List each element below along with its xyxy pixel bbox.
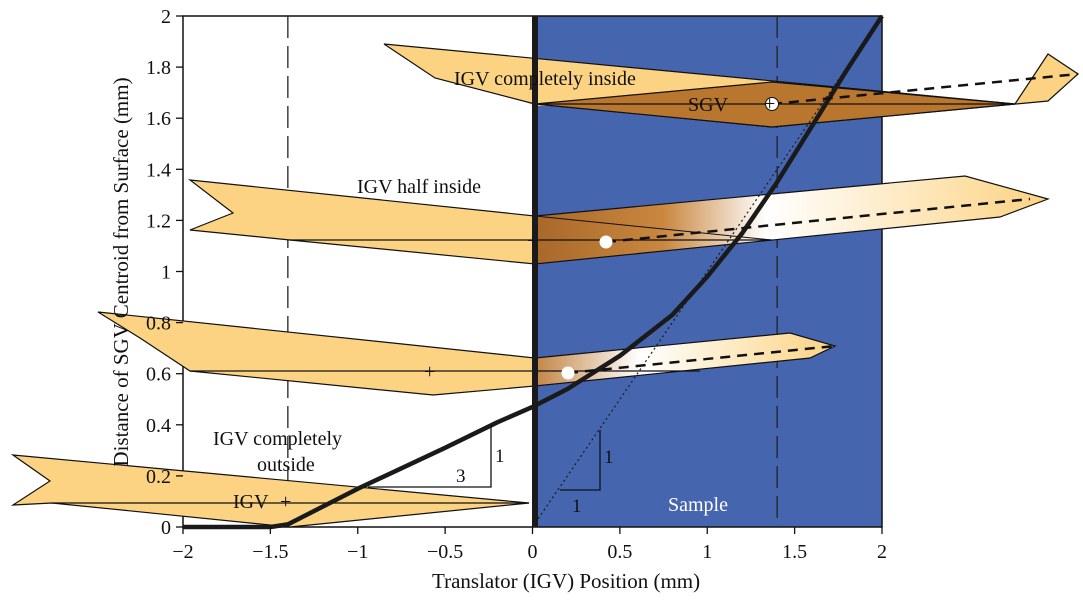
label-sample: Sample (668, 494, 728, 516)
y-tick-label: 0.4 (146, 415, 171, 437)
wedge-half-edge (534, 215, 773, 241)
slope-run-label-3: 3 (456, 466, 466, 487)
x-tick-label: 0 (528, 541, 538, 563)
x-axis: −2 −1.5 −1 −0.5 0 0.5 1 1.5 2 (172, 527, 887, 563)
label-igv: IGV (233, 491, 269, 513)
slope-run-label-1: 1 (572, 496, 582, 517)
series-line-1 (532, 53, 857, 528)
centroid-markers: + + + + (280, 93, 779, 513)
y-tick-label: 0.6 (146, 364, 171, 386)
label-completely-outside-1: IGV completely (213, 428, 342, 450)
label-completely-outside-2: outside (257, 454, 315, 476)
wedge-half-inside (187, 175, 1050, 265)
label-half-inside: IGV half inside (357, 176, 481, 198)
label-sgv: SGV (688, 94, 729, 116)
slope-rise-label-1a: 1 (495, 446, 505, 467)
centroid-track-1 (605, 197, 1031, 244)
y-tick-label: 1 (161, 262, 171, 284)
curves (183, 14, 1079, 530)
slope-triangle-1to1-lines (560, 430, 601, 491)
series-line-0 (183, 14, 884, 530)
plus-marker-top: + (764, 93, 775, 115)
y-tick-label: 2 (161, 6, 171, 28)
y-tick-label: 1.8 (146, 57, 171, 79)
y-tick-label: 0.2 (146, 466, 171, 488)
wedge-completely-outside (10, 454, 530, 528)
x-tick-label: −1.5 (252, 541, 288, 563)
x-tick-label: −0.5 (427, 541, 463, 563)
plus-marker-low: + (424, 361, 435, 383)
dashed-guides (287, 16, 778, 527)
centroid-track-2 (567, 344, 836, 375)
y-tick-label: 1.2 (146, 210, 171, 232)
centroid-track-0 (771, 72, 1079, 106)
x-tick-label: −1 (347, 541, 368, 563)
y-tick-label: 1.6 (146, 108, 171, 130)
y-axis-label: Distance of SGV Centroid from Surface (m… (109, 77, 133, 466)
x-tick-label: −2 (172, 541, 193, 563)
x-tick-label: 2 (877, 541, 887, 563)
slope-triangle-3to1: 3 1 (368, 426, 505, 488)
slope-rise-label-1b: 1 (604, 447, 614, 468)
x-tick-label: 1 (702, 541, 712, 563)
x-tick-label: 0.5 (607, 541, 632, 563)
x-tick-label: 1.5 (782, 541, 807, 563)
y-axis: 0 0.2 0.4 0.6 0.8 1 1.2 1.4 1.6 1.8 2 (146, 6, 183, 539)
label-completely-inside: IGV completely inside (454, 68, 636, 90)
sgv-centroid-half (599, 235, 613, 249)
slope-triangle-1to1: 1 1 (560, 430, 614, 517)
plus-marker-half: + (527, 230, 538, 252)
plus-marker-bottom: + (280, 491, 291, 513)
slope-triangle-3to1-lines (368, 426, 492, 488)
y-tick-label: 0 (161, 517, 171, 539)
y-tick-label: 1.4 (146, 159, 171, 181)
y-tick-label: 0.8 (146, 313, 171, 335)
x-axis-label: Translator (IGV) Position (mm) (432, 569, 700, 593)
sgv-centroid-low (561, 366, 575, 380)
sgv-centroid-top (765, 97, 779, 111)
